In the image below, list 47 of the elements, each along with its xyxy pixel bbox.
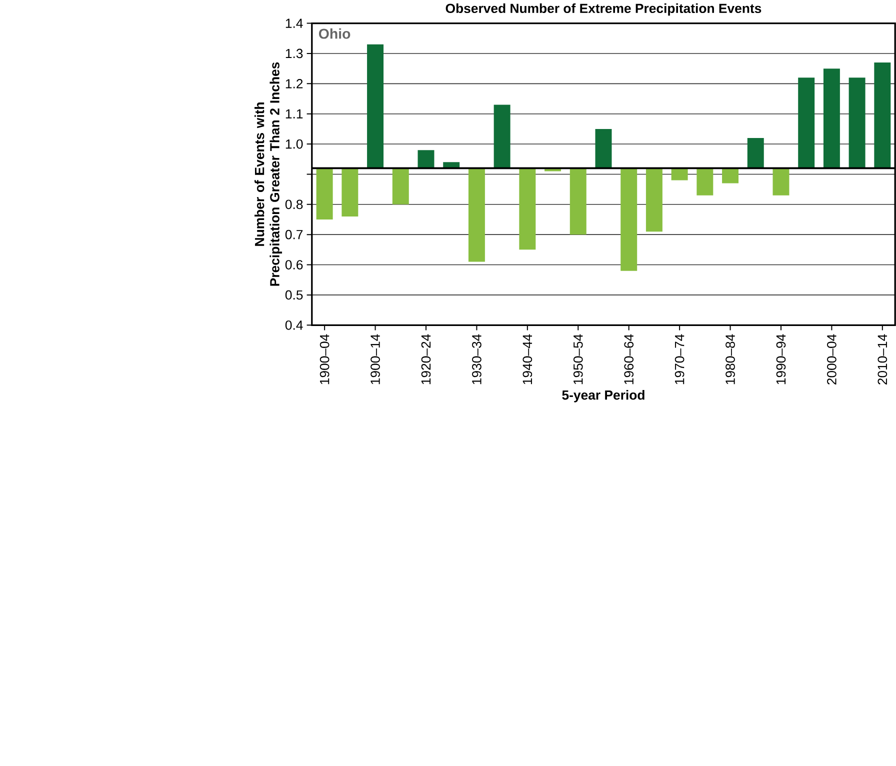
x-tick-label: 1950–54 — [573, 334, 583, 384]
bar — [494, 104, 510, 168]
bar — [798, 78, 815, 168]
bar — [570, 168, 586, 235]
annotation: Ohio — [318, 28, 350, 39]
bar — [468, 168, 485, 262]
y-tick-label: 0.7 — [285, 230, 303, 240]
bar — [620, 168, 638, 271]
x-tick-label: 1940–44 — [522, 334, 532, 384]
bar — [367, 44, 384, 168]
y-axis-title: Number of Events with Precipitation Greater Than 2 Inches — [254, 62, 282, 286]
y-tick-label: 1.1 — [286, 109, 303, 118]
x-tick-label: 1920–24 — [421, 334, 431, 384]
y-tick-label: 1.3 — [286, 48, 303, 58]
bar — [848, 78, 866, 168]
y-tick-label: 0.4 — [285, 320, 303, 330]
bar — [874, 62, 891, 168]
bar — [671, 168, 688, 180]
bar — [316, 168, 333, 220]
x-tick-label: 1980–84 — [726, 334, 735, 384]
x-tick-label: 2010–14 — [878, 334, 888, 385]
y-tick-label: 1.0 — [286, 139, 303, 149]
x-tick-label: 1900–14 — [370, 334, 380, 384]
y-tick-label: 1.4 — [286, 18, 303, 28]
bar — [392, 168, 409, 204]
y-tick-label: 0.6 — [285, 260, 303, 270]
bar — [722, 168, 739, 184]
chart-title: Observed Number of Extreme Precipitation Events — [446, 3, 762, 16]
bar — [418, 150, 434, 168]
bar — [646, 168, 662, 232]
bar — [747, 138, 764, 168]
bar — [342, 168, 358, 217]
bar — [823, 68, 840, 168]
x-tick-label: 1960–64 — [624, 334, 634, 384]
y-tick-label: 0.8 — [285, 200, 303, 210]
x-tick-label: 2000–04 — [827, 334, 836, 385]
bar — [772, 168, 790, 196]
x-tick-label: 1900–04 — [320, 334, 330, 384]
y-tick-label: 0.5 — [285, 290, 303, 300]
x-tick-label: 1970–74 — [674, 334, 684, 384]
bar — [696, 168, 714, 196]
x-tick-label: 1990–94 — [776, 334, 786, 384]
bar — [595, 129, 612, 168]
x-tick-label: 1930–34 — [472, 334, 482, 384]
y-tick-label: 1.2 — [286, 79, 303, 88]
bar — [519, 168, 536, 250]
x-axis-title: 5-year Period — [562, 390, 644, 402]
